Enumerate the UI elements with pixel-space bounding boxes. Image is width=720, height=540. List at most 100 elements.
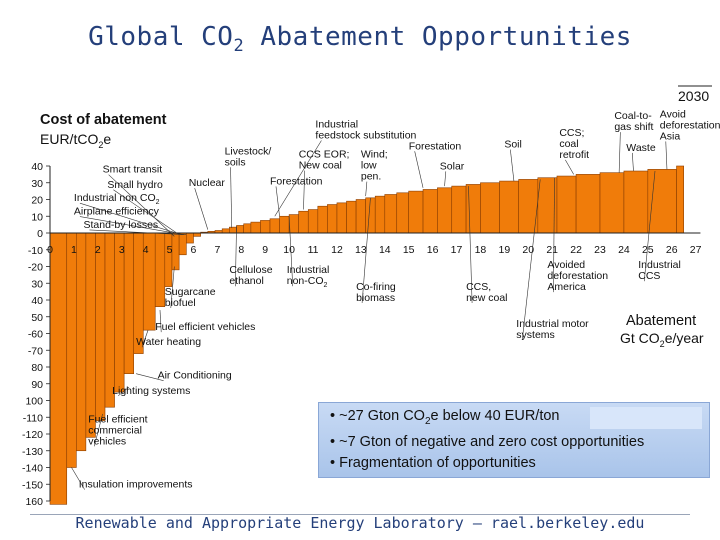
y-tick-label-0: 40	[31, 161, 43, 173]
y-axis-label: EUR/tCO2e	[40, 131, 111, 150]
page-title-subscript: 2	[233, 36, 245, 57]
bars-layer	[49, 165, 684, 505]
bar-45	[499, 180, 519, 234]
annotation-leader-22	[553, 177, 555, 293]
bar-38	[396, 192, 409, 234]
annotation-leader-11	[275, 186, 280, 217]
bar-26	[279, 215, 290, 234]
bar-39	[408, 190, 424, 234]
y-tick-label-9: 50	[31, 312, 43, 324]
annotation-15: Industrial non CO2	[74, 192, 160, 206]
annotation-leader-12	[194, 188, 209, 230]
callout-list: ~27 Gton CO2e below 40 EUR/ton ~7 Gton o…	[330, 406, 644, 474]
bar-42	[451, 185, 467, 234]
x-tick-label-4: 4	[143, 244, 149, 256]
annotation-5: Soil	[504, 139, 522, 151]
x-tick-label-10: 10	[283, 244, 295, 256]
annotation-16: Airplane efficiency	[74, 206, 160, 218]
bar-3	[85, 232, 96, 438]
x-ticks: 0 1 2 3 4 5 6 7 8 9 10 11 12 13 14 15 16 17 18 19 20 21 22 23 24…	[47, 244, 702, 256]
annotation-leader-9	[632, 152, 634, 172]
bar-51	[623, 170, 649, 234]
x-tick-label-8: 8	[238, 244, 244, 256]
bar-5	[104, 232, 115, 408]
annotation-6: CCS; coal retrofit	[559, 127, 589, 161]
y-tick-label-16: -120	[22, 429, 43, 441]
annotation-leader-5	[510, 149, 515, 182]
y-tick-label-17: -130	[22, 446, 43, 458]
annotation-17: Stand-by losses	[83, 219, 158, 231]
annotation-27: Water heating	[136, 336, 201, 348]
x-tick-label-25: 25	[642, 244, 654, 256]
annotation-leader-26	[159, 310, 162, 333]
callout-bullet-2: ~7 Gton of negative and zero cost opport…	[330, 432, 644, 453]
bar-27	[288, 214, 299, 234]
x-tick-label-21: 21	[546, 244, 558, 256]
annotation-leader-14	[113, 189, 180, 235]
x-tick-label-19: 19	[499, 244, 511, 256]
bar-44	[480, 182, 500, 234]
bar-52	[647, 169, 677, 234]
y-tick-label-15: -110	[23, 412, 43, 424]
y-tick-label-8: 40	[31, 295, 43, 307]
x-tick-label-6: 6	[191, 244, 197, 256]
y-tick-label-19: -150	[22, 479, 43, 491]
bar-49	[575, 174, 601, 234]
annotation-20: Co-firing biomass	[356, 281, 396, 304]
annotation-leader-29	[117, 386, 130, 397]
bar-6	[114, 232, 125, 393]
page-title-rest: Abatement Opportunities	[244, 22, 632, 52]
x-tick-label-12: 12	[331, 244, 343, 256]
x-tick-label-26: 26	[666, 244, 678, 256]
annotation-leader-31	[71, 467, 85, 490]
x-tick-label-18: 18	[475, 244, 487, 256]
bar-15	[193, 232, 201, 237]
annotation-leader-18	[235, 226, 237, 287]
annotation-0: Industrial feedstock substitution	[315, 118, 416, 141]
annotation-leader-19	[288, 216, 294, 287]
annotation-3: Wind; low pen.	[361, 149, 388, 183]
x-tick-label-3: 3	[119, 244, 125, 256]
bar-28	[298, 210, 309, 234]
bar-23	[250, 221, 261, 234]
bar-24	[260, 220, 271, 234]
y-tick-label-13: 90	[31, 379, 43, 391]
y-tick-label-3: 10	[31, 211, 43, 223]
annotation-leader-17	[89, 229, 187, 235]
annotation-10: Solar	[440, 160, 465, 172]
annotation-19: Industrial non-CO2	[287, 264, 330, 289]
annotation-leader-2	[303, 170, 305, 210]
annotation-leader-15	[79, 202, 182, 235]
annotation-leader-28	[136, 373, 164, 382]
bar-50	[599, 172, 625, 234]
x-tick-label-17: 17	[451, 244, 463, 256]
bar-48	[556, 175, 577, 234]
bar-36	[374, 195, 386, 234]
annotation-1: Livestock/soils	[225, 145, 272, 168]
bar-40	[422, 189, 438, 234]
bar-32	[336, 202, 347, 234]
x-tick-label-5: 5	[167, 244, 173, 256]
annotation-leader-30	[93, 413, 103, 447]
y-tick-label-2: 20	[31, 195, 43, 207]
annotation-leader-6	[565, 159, 574, 175]
footer-divider	[30, 514, 690, 515]
x-tick-label-2: 2	[95, 244, 101, 256]
axes-layer: 403020100-10-20304050-60-708090100-110-1…	[22, 161, 702, 508]
annotation-leader-13	[108, 174, 175, 237]
bar-0	[49, 232, 68, 505]
annotation-2: CCS EOR; New coal	[299, 149, 350, 172]
bar-20	[229, 226, 237, 234]
bar-35	[365, 197, 376, 234]
callout-bullet-3: Fragmentation of opportunities	[330, 453, 644, 474]
abatement-chart: 403020100-10-20304050-60-708090100-110-1…	[22, 85, 720, 508]
annotation-leader-23	[643, 170, 656, 282]
x-tick-label-23: 23	[594, 244, 606, 256]
annotation-26: Fuel efficient vehicles	[155, 321, 255, 333]
x-tick-label-1: 1	[71, 244, 77, 256]
callout-bullet-1: ~27 Gton CO2e below 40 EUR/ton	[330, 406, 644, 432]
footer-text: Renewable and Appropriate Energy Laborat…	[75, 514, 645, 532]
x-tick-label-24: 24	[618, 244, 630, 256]
year-label: 2030	[678, 88, 709, 104]
bar-37	[384, 194, 398, 234]
